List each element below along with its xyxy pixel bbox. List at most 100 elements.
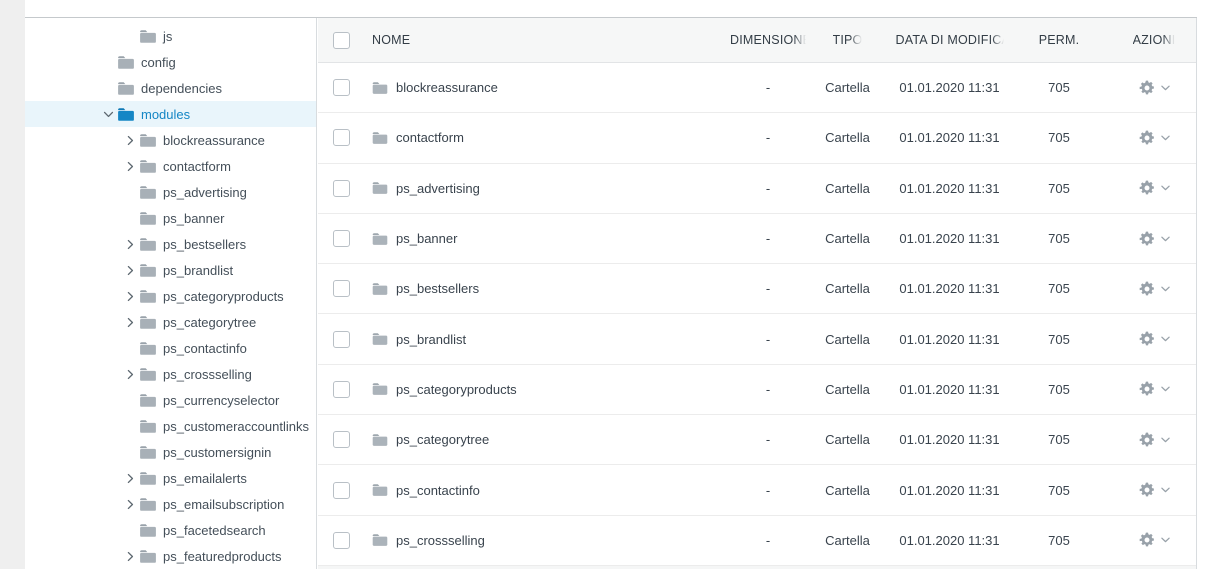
tree-item-ps_customersignin[interactable]: ps_customersignin	[25, 439, 316, 465]
tree-toggle[interactable]	[121, 317, 140, 328]
file-name[interactable]: ps_categoryproducts	[396, 381, 517, 397]
folder-icon	[140, 471, 156, 485]
tree-item-ps_advertising[interactable]: ps_advertising	[25, 179, 316, 205]
file-name[interactable]: ps_crossselling	[396, 532, 485, 548]
table-row[interactable]: ps_categorytree - Cartella 01.01.2020 11…	[318, 415, 1196, 466]
tree-item-ps_emailalerts[interactable]: ps_emailalerts	[25, 465, 316, 491]
row-checkbox[interactable]	[333, 129, 350, 147]
file-name[interactable]: ps_bestsellers	[396, 281, 480, 297]
row-checkbox[interactable]	[333, 531, 350, 549]
row-checkbox[interactable]	[333, 230, 350, 248]
column-header-dimensione[interactable]: DIMENSIONE	[718, 33, 818, 47]
row-actions-button[interactable]	[1139, 532, 1170, 548]
tree-item-ps_featuredproducts[interactable]: ps_featuredproducts	[25, 543, 316, 569]
file-permissions: 705	[1048, 80, 1070, 96]
row-checkbox[interactable]	[333, 79, 350, 97]
tree-toggle[interactable]	[121, 473, 140, 484]
tree-toggle[interactable]	[121, 525, 140, 536]
select-all-checkbox[interactable]	[333, 31, 350, 49]
row-actions-button[interactable]	[1139, 80, 1170, 96]
file-permissions: 705	[1048, 281, 1070, 297]
tree-item-dependencies[interactable]: dependencies	[25, 75, 316, 101]
row-checkbox[interactable]	[333, 280, 350, 298]
tree-toggle[interactable]	[121, 499, 140, 510]
row-checkbox[interactable]	[333, 481, 350, 499]
tree-item-ps_banner[interactable]: ps_banner	[25, 205, 316, 231]
tree-toggle[interactable]	[99, 109, 118, 120]
folder-icon	[140, 133, 156, 147]
tree-toggle[interactable]	[121, 135, 140, 146]
row-actions-button[interactable]	[1139, 432, 1170, 448]
file-size: -	[765, 231, 771, 247]
tree-item-blockreassurance[interactable]: blockreassurance	[25, 127, 316, 153]
tree-toggle[interactable]	[99, 57, 118, 68]
tree-toggle[interactable]	[121, 421, 140, 432]
tree-item-modules[interactable]: modules	[25, 101, 316, 127]
tree-item-config[interactable]: config	[25, 49, 316, 75]
table-row[interactable]: ps_brandlist - Cartella 01.01.2020 11:31…	[318, 314, 1196, 365]
row-actions-button[interactable]	[1139, 482, 1170, 498]
table-row[interactable]: blockreassurance - Cartella 01.01.2020 1…	[318, 63, 1196, 114]
tree-item-label: ps_banner	[163, 210, 225, 226]
tree-item-ps_facetedsearch[interactable]: ps_facetedsearch	[25, 517, 316, 543]
tree-toggle[interactable]	[121, 395, 140, 406]
column-header-nome[interactable]: NOME	[372, 33, 718, 47]
tree-toggle[interactable]	[121, 265, 140, 276]
gear-icon	[1139, 231, 1154, 245]
row-actions-button[interactable]	[1139, 281, 1170, 297]
tree-item-ps_bestsellers[interactable]: ps_bestsellers	[25, 231, 316, 257]
tree-toggle[interactable]	[121, 161, 140, 172]
table-row[interactable]: ps_banner - Cartella 01.01.2020 11:31 70…	[318, 213, 1196, 265]
row-actions-button[interactable]	[1139, 331, 1170, 347]
tree-toggle[interactable]	[121, 551, 140, 562]
tree-toggle[interactable]	[121, 239, 140, 250]
file-name[interactable]: ps_brandlist	[396, 331, 467, 347]
file-name[interactable]: ps_categorytree	[396, 432, 490, 448]
tree-item-ps_contactinfo[interactable]: ps_contactinfo	[25, 335, 316, 361]
tree-item-ps_brandlist[interactable]: ps_brandlist	[25, 257, 316, 283]
tree-item-ps_categoryproducts[interactable]: ps_categoryproducts	[25, 283, 316, 309]
tree-toggle[interactable]	[121, 343, 140, 354]
row-checkbox[interactable]	[333, 179, 350, 197]
tree-toggle[interactable]	[99, 83, 118, 94]
column-header-azioni[interactable]: AZIONI	[1096, 33, 1196, 47]
tree-toggle[interactable]	[121, 369, 140, 380]
tree-item-ps_crossselling[interactable]: ps_crossselling	[25, 361, 316, 387]
row-checkbox[interactable]	[333, 431, 350, 449]
file-name[interactable]: ps_contactinfo	[396, 482, 480, 498]
tree-item-label: ps_categorytree	[163, 314, 257, 330]
tree-item-ps_categorytree[interactable]: ps_categorytree	[25, 309, 316, 335]
row-checkbox[interactable]	[333, 380, 350, 398]
column-header-perm[interactable]: PERM.	[1022, 33, 1096, 47]
tree-item-js[interactable]: js	[25, 23, 316, 49]
chevron-right-icon	[127, 135, 134, 145]
tree-item-ps_emailsubscription[interactable]: ps_emailsubscription	[25, 491, 316, 517]
column-header-tipo[interactable]: TIPO	[818, 33, 877, 47]
tree-toggle[interactable]	[121, 291, 140, 302]
column-header-data-di-modifica[interactable]: DATA DI MODIFICA	[877, 33, 1022, 47]
table-row[interactable]: ps_contactinfo - Cartella 01.01.2020 11:…	[318, 465, 1196, 516]
tree-item-ps_customeraccountlinks[interactable]: ps_customeraccountlinks	[25, 413, 316, 439]
tree-toggle[interactable]	[121, 213, 140, 224]
row-actions-button[interactable]	[1139, 231, 1170, 247]
row-checkbox[interactable]	[333, 330, 350, 348]
table-row[interactable]: ps_bestsellers - Cartella 01.01.2020 11:…	[318, 264, 1196, 315]
row-actions-button[interactable]	[1139, 180, 1170, 196]
table-row[interactable]: ps_advertising - Cartella 01.01.2020 11:…	[318, 163, 1196, 214]
table-row[interactable]: ps_categoryproducts - Cartella 01.01.202…	[318, 364, 1196, 416]
gear-icon	[1139, 331, 1154, 346]
table-row[interactable]: contactform - Cartella 01.01.2020 11:31 …	[318, 113, 1196, 164]
tree-item-contactform[interactable]: contactform	[25, 153, 316, 179]
file-name[interactable]: ps_banner	[396, 231, 458, 247]
file-name[interactable]: contactform	[396, 130, 464, 146]
table-row[interactable]: ps_crossselling - Cartella 01.01.2020 11…	[318, 515, 1196, 566]
row-actions-button[interactable]	[1139, 130, 1170, 146]
tree-item-ps_currencyselector[interactable]: ps_currencyselector	[25, 387, 316, 413]
tree-toggle[interactable]	[121, 31, 140, 42]
row-actions-button[interactable]	[1139, 381, 1170, 397]
file-name[interactable]: blockreassurance	[396, 80, 498, 96]
tree-toggle[interactable]	[121, 447, 140, 458]
file-name[interactable]: ps_advertising	[396, 180, 480, 196]
file-modified-date: 01.01.2020 11:31	[899, 130, 1000, 146]
tree-toggle[interactable]	[121, 187, 140, 198]
